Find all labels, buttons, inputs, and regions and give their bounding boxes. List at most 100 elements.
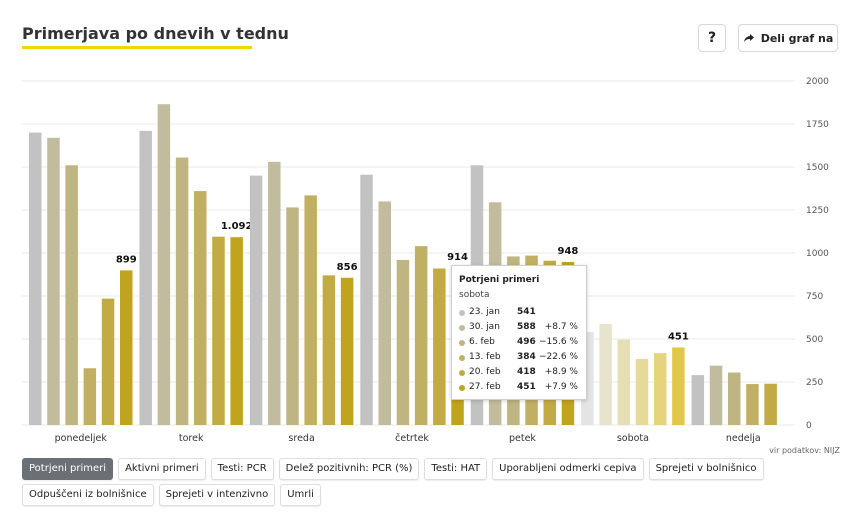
tooltip-row-change: −15.6 % — [539, 337, 578, 347]
bar[interactable] — [65, 165, 78, 425]
bar[interactable] — [249, 175, 263, 425]
bar[interactable] — [635, 358, 649, 425]
y-tick-label: 1000 — [806, 249, 829, 259]
tooltip-row: 27. feb 451 +7.9 % — [459, 381, 581, 395]
x-category-label: torek — [179, 433, 204, 444]
tooltip-row: 6. feb 496 −15.6 % — [459, 336, 581, 350]
bar[interactable] — [727, 372, 741, 425]
chart-tooltip: Potrjeni primeri sobota 23. jan 541 30. ja… — [451, 265, 587, 400]
bar[interactable] — [268, 161, 281, 425]
bar[interactable] — [653, 353, 667, 425]
bar[interactable] — [396, 259, 410, 425]
tooltip-row-value: 541 — [517, 307, 536, 317]
x-category-label: ponedeljek — [55, 433, 108, 444]
tooltip-row: 20. feb 418 +8.9 % — [459, 366, 581, 380]
legend-dot-icon — [459, 340, 465, 346]
bar[interactable] — [29, 132, 42, 425]
bar[interactable] — [83, 368, 97, 425]
help-button[interactable]: ? — [698, 24, 726, 52]
bar[interactable] — [378, 201, 391, 425]
share-arrow-icon — [743, 34, 754, 42]
legend-dot-icon — [459, 325, 465, 331]
tooltip-day: sobota — [459, 290, 490, 300]
metric-button[interactable]: Odpuščeni iz bolnišnice — [22, 484, 154, 506]
metric-button[interactable]: Aktivni primeri — [118, 458, 206, 480]
page-title: Primerjava po dnevih v tednu — [22, 24, 289, 43]
bar[interactable] — [157, 104, 171, 425]
bar[interactable] — [764, 383, 777, 425]
metric-button[interactable]: Uporabljeni odmerki cepiva — [492, 458, 644, 480]
bar[interactable] — [101, 298, 115, 425]
tooltip-row-value: 451 — [517, 382, 536, 392]
bar[interactable] — [360, 174, 373, 425]
bar[interactable] — [340, 277, 354, 425]
bar[interactable] — [617, 339, 631, 425]
share-button-label: Deli graf na — [760, 31, 834, 45]
bar[interactable] — [286, 207, 299, 425]
tooltip-row-date: 13. feb — [469, 352, 501, 362]
bar[interactable] — [139, 130, 152, 425]
y-tick-label: 250 — [806, 378, 823, 388]
bar[interactable] — [194, 191, 207, 425]
bar[interactable] — [433, 268, 446, 425]
bar-value-label: 914 — [447, 252, 468, 263]
metric-button[interactable]: Sprejeti v intenzivno — [158, 484, 276, 506]
y-tick-label: 0 — [806, 421, 812, 431]
legend-dot-icon — [459, 355, 465, 361]
x-category-label: sobota — [617, 433, 649, 444]
tooltip-row-date: 6. feb — [469, 337, 495, 347]
legend-dot-icon — [459, 385, 465, 391]
y-tick-label: 2000 — [806, 77, 829, 87]
bar[interactable] — [599, 323, 612, 425]
share-button[interactable]: Deli graf na — [738, 24, 838, 52]
metric-button[interactable]: Potrjeni primeri — [22, 458, 114, 480]
bar[interactable] — [414, 246, 428, 425]
y-tick-label: 500 — [806, 335, 823, 345]
bar[interactable] — [322, 275, 336, 425]
y-tick-label: 1500 — [806, 163, 829, 173]
data-source: vir podatkov: NIJZ — [769, 446, 840, 455]
legend-dot-icon — [459, 310, 465, 316]
tooltip-row-date: 20. feb — [469, 367, 501, 377]
metric-selector: Potrjeni primeri Aktivni primeri Testi: PC… — [22, 458, 822, 506]
tooltip-row-date: 27. feb — [469, 382, 501, 392]
bar[interactable] — [212, 236, 225, 425]
bar[interactable] — [47, 137, 60, 425]
title-underline — [22, 46, 252, 49]
bar[interactable] — [672, 347, 685, 425]
bar-value-label: 1.092 — [221, 221, 253, 232]
tooltip-title: Potrjeni primeri — [459, 275, 540, 285]
metric-button[interactable]: Testi: HAT — [424, 458, 488, 480]
chart-title-block: Primerjava po dnevih v tednu — [22, 24, 289, 49]
bar-chart: 0 250 500 750 1000 1250 1500 1750 2000 899 ponedel… — [22, 77, 829, 444]
tooltip-row-change: +8.9 % — [544, 367, 578, 377]
bar-value-label: 899 — [116, 254, 137, 265]
metric-button[interactable]: Umrli — [280, 484, 321, 506]
bar[interactable] — [230, 237, 243, 425]
bar-value-label: 948 — [558, 246, 579, 257]
bar-value-label: 451 — [668, 331, 689, 342]
tooltip-row: 30. jan 588 +8.7 % — [459, 321, 581, 335]
metric-button[interactable]: Sprejeti v bolnišnico — [648, 458, 764, 480]
bar[interactable] — [304, 195, 317, 425]
tooltip-row-value: 496 — [517, 337, 536, 347]
bar-value-label: 856 — [337, 262, 358, 273]
y-tick-label: 1750 — [806, 120, 829, 130]
bar[interactable] — [691, 375, 705, 425]
y-tick-label: 750 — [806, 292, 823, 302]
bar[interactable] — [120, 270, 133, 425]
tooltip-row-value: 384 — [517, 352, 536, 362]
tooltip-row: 13. feb 384 −22.6 % — [459, 351, 581, 365]
tooltip-row: 23. jan 541 — [459, 306, 581, 320]
metric-button[interactable]: Delež pozitivnih: PCR (%) — [278, 458, 420, 480]
legend-dot-icon — [459, 370, 465, 376]
metric-button[interactable]: Testi: PCR — [210, 458, 274, 480]
x-category-label: nedelja — [726, 433, 761, 444]
x-category-label: četrtek — [395, 433, 429, 444]
x-category-label: sreda — [288, 433, 314, 444]
bar[interactable] — [175, 157, 189, 425]
bar[interactable] — [746, 384, 759, 425]
y-tick-label: 1250 — [806, 206, 829, 216]
bar[interactable] — [709, 365, 723, 425]
x-category-label: petek — [509, 433, 536, 444]
